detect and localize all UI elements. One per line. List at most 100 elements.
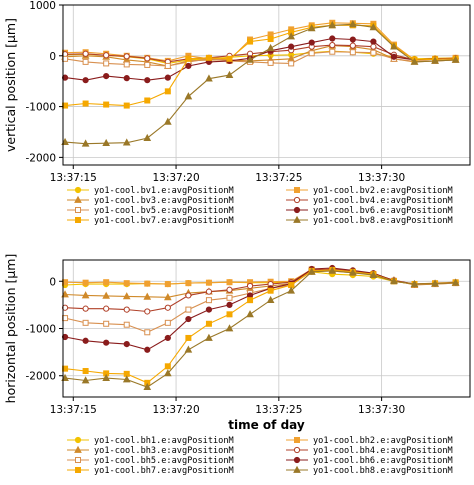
data-point (226, 55, 233, 62)
data-point (225, 70, 234, 78)
legend-label: yo1-cool.bh8.e:avgPositionM (313, 466, 453, 476)
data-point (246, 310, 254, 318)
legend-marker (293, 196, 301, 204)
data-point (164, 88, 171, 95)
legend-marker (293, 206, 301, 214)
data-point (103, 279, 110, 286)
data-point (205, 54, 212, 61)
legend-entry: yo1-cool.bv8.e:avgPositionM (286, 215, 453, 226)
data-point (307, 24, 316, 32)
data-point (164, 281, 171, 288)
data-point (164, 334, 171, 342)
data-point (328, 266, 337, 274)
data-point (82, 305, 89, 312)
legend-label: yo1-cool.bv1.e:avgPositionM (94, 186, 234, 196)
series-line (65, 270, 456, 388)
x-tick-label: 13:37:25 (255, 404, 302, 416)
data-point (103, 305, 110, 312)
data-point (81, 139, 90, 147)
data-point (144, 329, 151, 336)
y-tick-label: -1000 (25, 324, 56, 336)
data-point (288, 60, 295, 67)
data-point (205, 320, 212, 327)
legend: yo1-cool.bv1.e:avgPositionM yo1-cool.bv2.… (67, 186, 453, 226)
data-point (287, 286, 296, 294)
data-point (431, 279, 439, 287)
legend-label: yo1-cool.bh3.e:avgPositionM (94, 446, 234, 456)
data-point (390, 276, 398, 285)
legend-marker (74, 195, 82, 203)
series-line (65, 51, 456, 67)
data-point (143, 133, 152, 141)
legend-marker (74, 445, 82, 453)
data-point (123, 75, 130, 82)
data-point (163, 293, 172, 301)
data-point (348, 20, 357, 28)
vertical-position-panel: 1000 0 -1000 -2000 13:37:15 13:37:20 13:37:25 1… (3, 0, 471, 226)
x-tick-label: 13:37:20 (152, 404, 199, 416)
series-line (64, 267, 456, 351)
data-point (287, 32, 296, 40)
data-point (123, 340, 130, 348)
legend-entry: yo1-cool.bv6.e:avgPositionM (286, 206, 453, 216)
data-point (185, 315, 192, 323)
data-point (246, 282, 254, 290)
legend-entry: yo1-cool.bh5.e:avgPositionM (67, 456, 234, 466)
data-point (185, 306, 192, 313)
data-point (451, 55, 460, 63)
y-axis-label: vertical position [µm] (3, 18, 18, 152)
legend-label: yo1-cool.bv7.e:avgPositionM (94, 216, 234, 226)
data-point (82, 279, 89, 286)
data-point (369, 23, 378, 31)
data-point (329, 42, 336, 49)
data-point (226, 311, 233, 318)
data-point (267, 287, 274, 294)
legend-marker (74, 436, 82, 444)
data-point (103, 320, 110, 327)
legend-label: yo1-cool.bv3.e:avgPositionM (94, 196, 234, 206)
y-tick-label: 0 (49, 276, 56, 288)
data-point (328, 21, 337, 29)
data-point (82, 58, 89, 65)
legend-marker (74, 186, 82, 194)
data-point (288, 43, 295, 50)
legend-label: yo1-cool.bh1.e:avgPositionM (94, 436, 234, 446)
legend-entry: yo1-cool.bv4.e:avgPositionM (286, 196, 453, 206)
data-point (164, 304, 171, 311)
data-point (144, 77, 151, 84)
legend-entry: yo1-cool.bh2.e:avgPositionM (286, 436, 453, 446)
data-point (81, 376, 90, 384)
series-8 (61, 20, 460, 147)
data-point (225, 324, 234, 332)
data-point (123, 53, 130, 60)
data-point (164, 74, 171, 81)
y-tick-label: -2000 (25, 152, 56, 164)
data-point (390, 53, 398, 60)
data-point (61, 304, 69, 311)
data-point (61, 74, 69, 81)
data-point (122, 292, 131, 300)
data-point (81, 291, 90, 299)
legend-marker (75, 467, 81, 473)
plot-frame (62, 4, 471, 166)
data-point (82, 319, 89, 326)
data-point (123, 61, 130, 68)
legend-label: yo1-cool.bv2.e:avgPositionM (313, 186, 453, 196)
data-point (185, 62, 192, 70)
data-point (266, 295, 275, 304)
data-point (247, 38, 254, 45)
data-point (144, 55, 151, 62)
data-point (370, 38, 377, 45)
data-point (61, 290, 69, 298)
legend: yo1-cool.bh1.e:avgPositionM yo1-cool.bh2.… (67, 436, 453, 476)
legend-entry: yo1-cool.bv7.e:avgPositionM (67, 216, 234, 226)
legend-marker (294, 187, 300, 193)
data-point (144, 308, 151, 315)
data-point (185, 55, 192, 62)
legend-label: yo1-cool.bh7.e:avgPositionM (94, 466, 234, 476)
legend-entry: yo1-cool.bh3.e:avgPositionM (67, 445, 234, 456)
y-tick-label: 0 (49, 51, 56, 63)
data-point (122, 138, 131, 146)
legend-entry: yo1-cool.bv5.e:avgPositionM (67, 206, 234, 216)
